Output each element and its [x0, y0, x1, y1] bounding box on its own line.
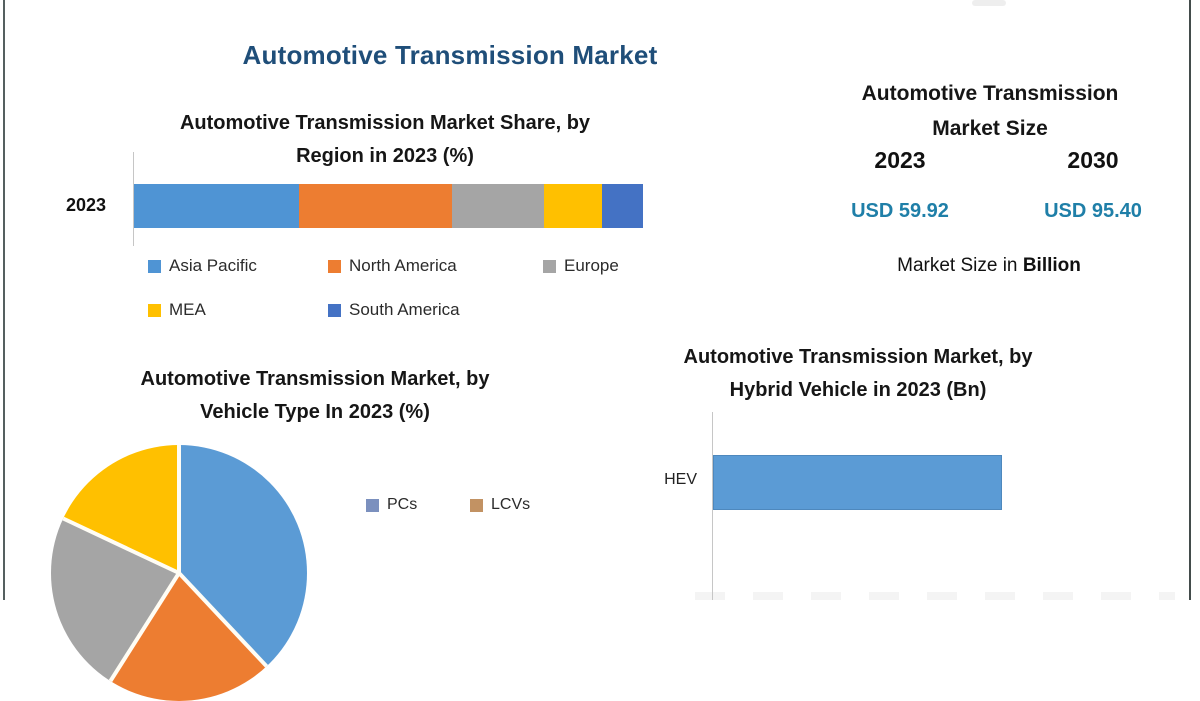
vehicle-type-title-line2: Vehicle Type In 2023 (%) — [200, 401, 430, 423]
vehicle-type-title-line1: Automotive Transmission Market, by — [140, 368, 490, 390]
legend-item-north-america: North America — [328, 256, 457, 276]
infographic-canvas: { "page": { "title": "Automotive Transmi… — [3, 0, 1191, 701]
region-y-axis-label: 2023 — [65, 195, 107, 215]
legend-swatch — [148, 259, 161, 273]
market-size-value-2023: USD 59.92 — [851, 200, 949, 222]
market-size-caption-unit: Billion — [1022, 255, 1081, 276]
legend-swatch — [470, 498, 483, 512]
vehicle-type-chart-title: Automotive Transmission Market, by Vehic… — [55, 363, 575, 429]
region-chart-title-line2: Region in 2023 (%) — [296, 145, 474, 167]
cutoff-text-artifact-bottom — [695, 592, 1175, 600]
region-chart-title-line1: Automotive Transmission Market Share, by — [179, 112, 591, 134]
legend-item-pcs: PCs — [366, 496, 417, 514]
region-y-axis-line — [133, 152, 134, 246]
market-size-title-line2: Market Size — [932, 117, 1048, 140]
bar-segment-south-america — [602, 184, 643, 228]
legend-item-lcvs: LCVs — [470, 496, 530, 514]
cutoff-text-artifact-top — [972, 0, 1006, 6]
legend-label: PCs — [387, 496, 418, 513]
legend-label: Asia Pacific — [169, 256, 257, 275]
legend-item-europe: Europe — [543, 256, 619, 276]
legend-swatch — [328, 259, 341, 273]
left-frame-line — [3, 0, 5, 600]
hybrid-category-label: HEV — [664, 471, 697, 488]
market-size-value-2030: USD 95.40 — [1044, 200, 1142, 222]
legend-label: LCVs — [491, 496, 531, 513]
bar-segment-asia-pacific — [134, 184, 300, 228]
market-size-caption: Market Size in Billion — [829, 255, 1149, 277]
pie-slice-separator — [177, 445, 181, 573]
region-chart-title: Automotive Transmission Market Share, by… — [95, 107, 675, 173]
pie-slice-separator — [62, 516, 180, 575]
hybrid-hev-bar — [713, 455, 1002, 510]
legend-swatch — [366, 498, 379, 512]
legend-label: Europe — [564, 256, 619, 275]
legend-item-south-america: South America — [328, 300, 460, 320]
market-size-caption-prefix: Market Size in — [897, 255, 1018, 276]
legend-swatch — [148, 303, 161, 317]
market-size-title: Automotive Transmission Market Size — [790, 76, 1190, 146]
pie-slice-separator — [177, 571, 269, 668]
market-size-title-line1: Automotive Transmission — [861, 82, 1119, 105]
region-stacked-bar — [134, 184, 643, 228]
hybrid-chart-title-line1: Automotive Transmission Market, by — [683, 346, 1033, 368]
market-size-year-2030: 2030 — [1067, 147, 1119, 173]
hybrid-chart-title-line2: Hybrid Vehicle in 2023 (Bn) — [729, 379, 987, 401]
legend-swatch — [328, 303, 341, 317]
bar-segment-europe — [452, 184, 544, 228]
bar-segment-mea — [543, 184, 603, 228]
market-size-year-2023: 2023 — [874, 147, 926, 173]
right-frame-line — [1189, 0, 1191, 600]
legend-swatch — [543, 259, 556, 273]
legend-label: North America — [349, 256, 457, 275]
hybrid-chart-title: Automotive Transmission Market, by Hybri… — [638, 341, 1078, 407]
bar-segment-north-america — [299, 184, 453, 228]
pie-slice-separator — [108, 571, 181, 683]
page-title: Automotive Transmission Market — [242, 40, 658, 70]
legend-label: South America — [349, 300, 460, 319]
vehicle-type-pie — [51, 445, 307, 701]
legend-item-mea: MEA — [148, 300, 206, 320]
legend-item-asia-pacific: Asia Pacific — [148, 256, 257, 276]
hybrid-y-axis-line — [712, 412, 713, 600]
legend-label: MEA — [169, 300, 206, 319]
